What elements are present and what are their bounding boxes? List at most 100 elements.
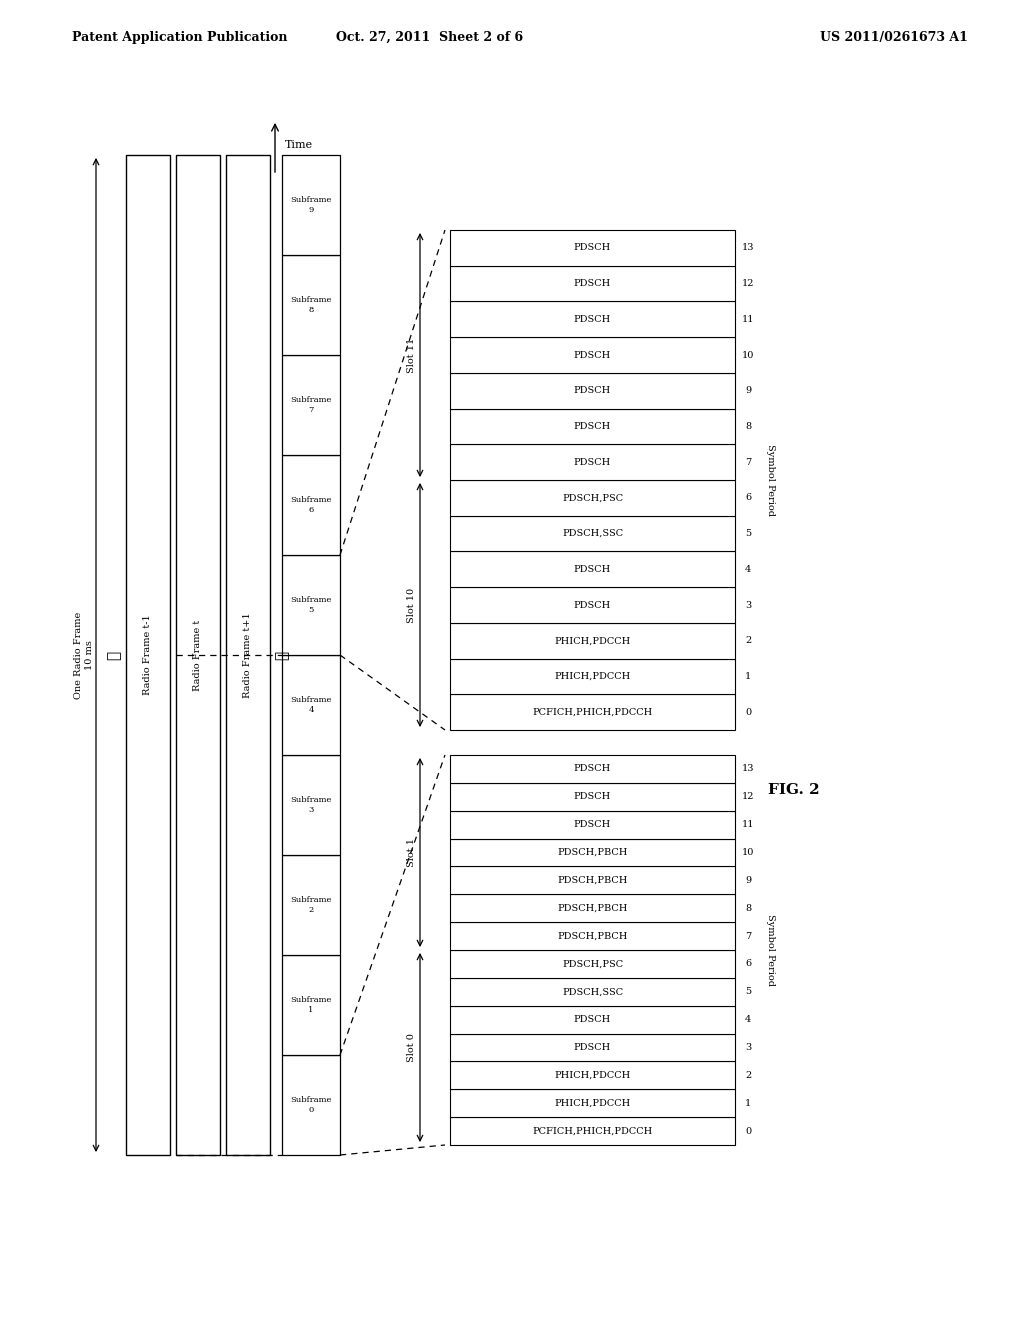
Bar bbox=[450, 1061, 735, 1089]
Text: 3: 3 bbox=[744, 601, 752, 610]
Bar bbox=[450, 659, 735, 694]
Text: 9: 9 bbox=[744, 387, 751, 395]
Bar bbox=[450, 978, 735, 1006]
Text: 11: 11 bbox=[741, 820, 755, 829]
Text: PDSCH: PDSCH bbox=[573, 1043, 611, 1052]
Text: PDSCH: PDSCH bbox=[573, 792, 611, 801]
Text: Radio Frame t+1: Radio Frame t+1 bbox=[244, 612, 253, 698]
Bar bbox=[450, 1034, 735, 1061]
Text: PDSCH: PDSCH bbox=[573, 351, 611, 359]
Text: US 2011/0261673 A1: US 2011/0261673 A1 bbox=[820, 30, 968, 44]
Text: Subframe
5: Subframe 5 bbox=[291, 597, 332, 614]
Text: Slot 0: Slot 0 bbox=[408, 1034, 417, 1061]
Text: PDSCH,SSC: PDSCH,SSC bbox=[562, 529, 623, 539]
Bar bbox=[450, 372, 735, 409]
Text: PDSCH: PDSCH bbox=[573, 243, 611, 252]
Bar bbox=[450, 755, 735, 783]
Text: 12: 12 bbox=[741, 792, 755, 801]
Text: ⋯: ⋯ bbox=[275, 651, 289, 660]
Bar bbox=[126, 154, 170, 1155]
Text: FIG. 2: FIG. 2 bbox=[768, 783, 819, 797]
Bar bbox=[282, 154, 340, 255]
Bar bbox=[282, 755, 340, 855]
Text: Subframe
3: Subframe 3 bbox=[291, 796, 332, 813]
Text: Oct. 27, 2011  Sheet 2 of 6: Oct. 27, 2011 Sheet 2 of 6 bbox=[337, 30, 523, 44]
Text: Slot 10: Slot 10 bbox=[408, 587, 417, 623]
Bar bbox=[282, 255, 340, 355]
Bar bbox=[450, 230, 735, 265]
Bar bbox=[226, 154, 270, 1155]
Text: PDSCH: PDSCH bbox=[573, 422, 611, 430]
Bar bbox=[282, 355, 340, 455]
Text: 6: 6 bbox=[744, 494, 751, 503]
Text: PDSCH: PDSCH bbox=[573, 458, 611, 467]
Text: 13: 13 bbox=[741, 243, 755, 252]
Bar bbox=[450, 923, 735, 950]
Text: PDSCH,SSC: PDSCH,SSC bbox=[562, 987, 623, 997]
Bar bbox=[282, 455, 340, 554]
Text: Radio Frame t: Radio Frame t bbox=[194, 619, 203, 690]
Text: 6: 6 bbox=[744, 960, 751, 969]
Text: Subframe
7: Subframe 7 bbox=[291, 396, 332, 413]
Bar bbox=[450, 623, 735, 659]
Text: PDSCH: PDSCH bbox=[573, 820, 611, 829]
Text: 0: 0 bbox=[744, 1126, 751, 1135]
Text: PDSCH,PSC: PDSCH,PSC bbox=[562, 494, 623, 503]
Bar bbox=[450, 694, 735, 730]
Text: PDSCH,PBCH: PDSCH,PBCH bbox=[557, 932, 628, 941]
Text: PDSCH: PDSCH bbox=[573, 565, 611, 574]
Bar bbox=[450, 950, 735, 978]
Text: 8: 8 bbox=[744, 904, 751, 912]
Bar bbox=[450, 445, 735, 480]
Text: 8: 8 bbox=[744, 422, 751, 430]
Bar bbox=[450, 810, 735, 838]
Bar bbox=[450, 838, 735, 866]
Bar bbox=[282, 855, 340, 954]
Text: PHICH,PDCCH: PHICH,PDCCH bbox=[554, 672, 631, 681]
Bar bbox=[282, 554, 340, 655]
Text: 4: 4 bbox=[744, 1015, 752, 1024]
Bar bbox=[450, 1117, 735, 1144]
Text: 9: 9 bbox=[744, 876, 751, 884]
Bar bbox=[176, 154, 220, 1155]
Text: Subframe
9: Subframe 9 bbox=[291, 197, 332, 214]
Text: PHICH,PDCCH: PHICH,PDCCH bbox=[554, 1098, 631, 1107]
Text: 10: 10 bbox=[741, 847, 755, 857]
Text: PDSCH: PDSCH bbox=[573, 764, 611, 774]
Text: PDSCH: PDSCH bbox=[573, 387, 611, 395]
Bar bbox=[450, 480, 735, 516]
Text: 2: 2 bbox=[744, 1071, 752, 1080]
Text: Subframe
2: Subframe 2 bbox=[291, 896, 332, 913]
Text: 5: 5 bbox=[744, 529, 751, 539]
Text: Subframe
6: Subframe 6 bbox=[291, 496, 332, 513]
Text: PHICH,PDCCH: PHICH,PDCCH bbox=[554, 636, 631, 645]
Text: Subframe
0: Subframe 0 bbox=[291, 1097, 332, 1114]
Bar bbox=[450, 1089, 735, 1117]
Text: PDSCH: PDSCH bbox=[573, 279, 611, 288]
Bar bbox=[450, 337, 735, 372]
Text: 7: 7 bbox=[744, 932, 752, 941]
Bar bbox=[450, 516, 735, 552]
Bar bbox=[450, 409, 735, 445]
Text: 12: 12 bbox=[741, 279, 755, 288]
Text: PCFICH,PHICH,PDCCH: PCFICH,PHICH,PDCCH bbox=[532, 708, 652, 717]
Bar bbox=[450, 301, 735, 337]
Text: Patent Application Publication: Patent Application Publication bbox=[72, 30, 288, 44]
Bar bbox=[282, 1055, 340, 1155]
Text: 10: 10 bbox=[741, 351, 755, 359]
Text: 5: 5 bbox=[744, 987, 751, 997]
Text: PDSCH: PDSCH bbox=[573, 1015, 611, 1024]
Text: Subframe
4: Subframe 4 bbox=[291, 697, 332, 714]
Text: Subframe
8: Subframe 8 bbox=[291, 297, 332, 314]
Bar bbox=[450, 1006, 735, 1034]
Text: PDSCH: PDSCH bbox=[573, 601, 611, 610]
Text: Slot 11: Slot 11 bbox=[408, 338, 417, 372]
Text: PDSCH,PBCH: PDSCH,PBCH bbox=[557, 847, 628, 857]
Text: 0: 0 bbox=[744, 708, 751, 717]
Text: PDSCH: PDSCH bbox=[573, 314, 611, 323]
Text: Slot 1: Slot 1 bbox=[408, 838, 417, 867]
Text: PDSCH,PSC: PDSCH,PSC bbox=[562, 960, 623, 969]
Bar bbox=[450, 552, 735, 587]
Text: ⋯: ⋯ bbox=[106, 651, 121, 660]
Bar bbox=[450, 265, 735, 301]
